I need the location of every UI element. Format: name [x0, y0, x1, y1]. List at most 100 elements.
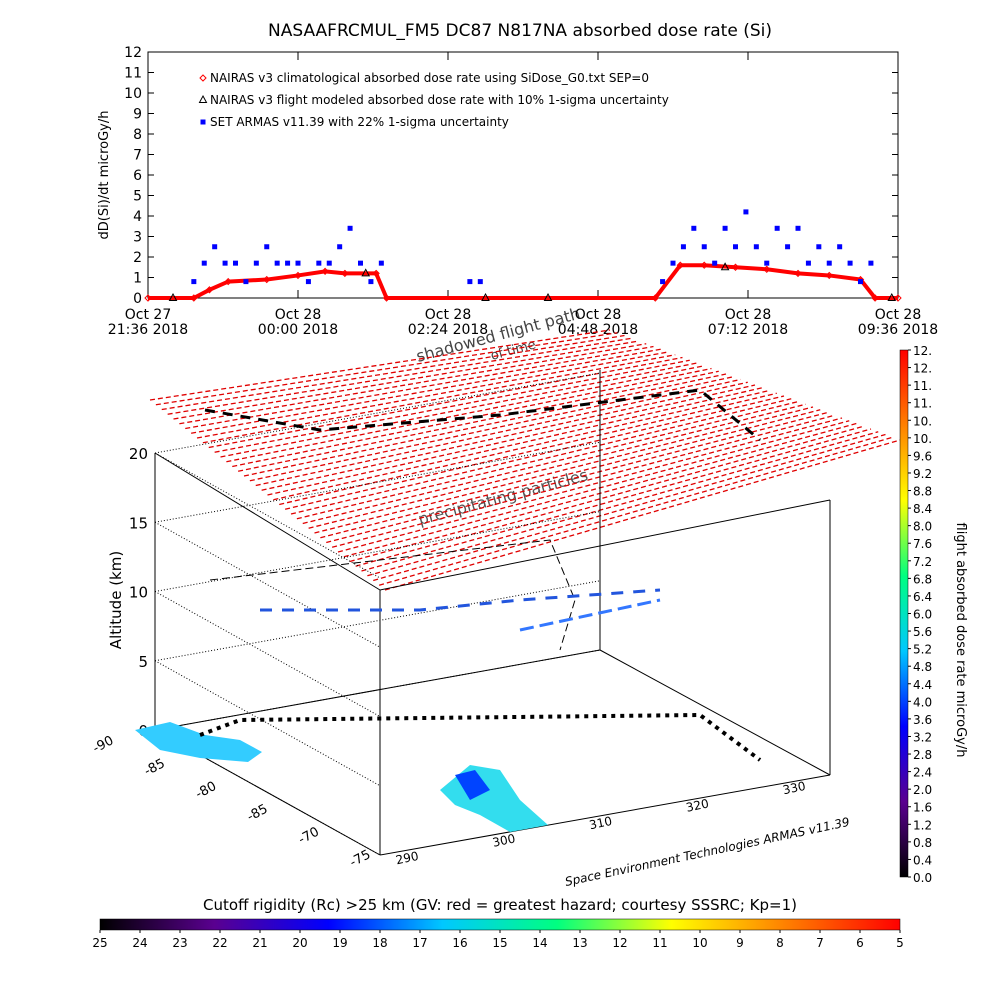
data-point — [887, 292, 897, 301]
particle-grid — [167, 337, 632, 415]
x-tick-label: Oct 28 — [575, 307, 621, 323]
colorbar-tick-label: 12 — [612, 936, 627, 950]
data-point — [753, 244, 759, 250]
colorbar-tick-label: 11. — [913, 379, 932, 393]
flight-track — [519, 598, 661, 632]
legend-label: NAIRAS v3 climatological absorbed dose r… — [210, 71, 649, 85]
legend-label: SET ARMAS v11.39 with 22% 1-sigma uncert… — [210, 115, 509, 129]
colorbar-tick-label: 17 — [412, 936, 427, 950]
colorbar-tick-label: 3.6 — [913, 713, 932, 727]
land — [135, 722, 262, 762]
colorbar-tick-label: 0.0 — [913, 871, 932, 885]
data-point — [191, 279, 197, 285]
data-point — [222, 260, 228, 266]
x-tick-label: 02:24 2018 — [408, 322, 488, 338]
colorbar-title: Cutoff rigidity (Rc) >25 km (GV: red = g… — [203, 896, 797, 914]
colorbar-tick-label: 2.0 — [913, 783, 932, 797]
colorbar-tick-label: 8 — [776, 936, 784, 950]
colorbar-tick-label: 0.8 — [913, 836, 932, 850]
data-point — [372, 269, 380, 278]
colorbar-tick-label: 9 — [736, 936, 744, 950]
colorbar — [99, 918, 901, 931]
data-point — [243, 279, 249, 285]
particle-grid — [149, 329, 611, 401]
data-point — [305, 279, 311, 285]
data-point — [763, 265, 771, 274]
colorbar-tick-label: 7 — [816, 936, 824, 950]
x-tick-label: Oct 28 — [725, 307, 771, 323]
particle-grid — [237, 370, 719, 472]
data-point — [660, 279, 666, 285]
colorbar-tick-label: 3.2 — [913, 730, 932, 744]
colorbar-tick-label: 9.2 — [913, 467, 932, 481]
particle-grid — [378, 436, 893, 586]
data-point — [467, 279, 473, 285]
data-point — [361, 268, 371, 277]
colorbar-tick-label: 10. — [913, 414, 932, 428]
plot-frame — [147, 51, 899, 299]
lon-label: 300 — [491, 831, 516, 849]
z-tick-label: 15 — [129, 514, 148, 532]
particle-grid — [302, 400, 799, 525]
colorbar-tick-label: 12. — [913, 344, 932, 358]
y-tick-label: 12 — [124, 45, 142, 61]
data-point — [543, 292, 553, 301]
data-point — [894, 294, 902, 302]
data-point — [337, 244, 343, 250]
z-axis-title: Altitude (km) — [107, 551, 125, 649]
y-tick-label: 1 — [133, 271, 142, 287]
box-edge — [379, 499, 831, 591]
particle-grid — [373, 433, 886, 582]
x-tick-label: 21:36 2018 — [108, 322, 188, 338]
particle-grid — [384, 439, 901, 591]
box-edge — [379, 774, 831, 856]
colorbar-tick-label: 24 — [132, 936, 147, 950]
data-point — [144, 294, 152, 302]
data-point — [168, 292, 178, 301]
z-grid-line — [154, 580, 601, 662]
particle-grid — [343, 420, 850, 558]
colorbar-tick-label: 6.8 — [913, 572, 932, 586]
data-point — [477, 279, 483, 285]
y-tick-label: 5 — [133, 189, 142, 205]
particle-grid — [214, 359, 690, 453]
lat-label: -90 — [90, 733, 116, 756]
data-point — [816, 244, 822, 250]
colorbar-tick-label: 8.8 — [913, 485, 932, 499]
z-grid-line — [154, 591, 381, 717]
box-edge — [599, 649, 831, 776]
lat-label: -70 — [296, 825, 322, 848]
particle-grid — [261, 381, 748, 491]
colorbar-tick-label: 9.6 — [913, 449, 932, 463]
data-point — [274, 260, 280, 266]
data-point — [868, 260, 874, 266]
z-tick-label: 5 — [138, 653, 148, 671]
z-grid-line — [154, 452, 381, 579]
lon-label: 330 — [782, 779, 807, 797]
land — [455, 770, 490, 800]
particle-grid — [161, 334, 625, 411]
colorbar-tick-label: 4.4 — [913, 678, 932, 692]
data-point — [347, 225, 353, 231]
colorbar-tick-label: 1.2 — [913, 818, 932, 832]
particle-grid — [243, 373, 727, 477]
colorbar — [899, 349, 909, 878]
data-point — [691, 225, 697, 231]
colorbar-tick-label: 8.0 — [913, 520, 932, 534]
data-point — [670, 260, 676, 266]
legend-marker — [200, 119, 206, 125]
colorbar-tick-label: 20 — [292, 936, 307, 950]
data-point — [651, 294, 659, 302]
data-point — [764, 260, 770, 266]
data-point — [294, 271, 302, 280]
y-tick-label: 3 — [133, 230, 142, 246]
particle-grid — [202, 354, 676, 444]
lon-label: 320 — [685, 796, 710, 814]
data-point — [826, 260, 832, 266]
particle-grid — [179, 343, 647, 425]
particle-grid — [326, 411, 828, 544]
data-point — [285, 260, 291, 266]
legend-marker — [199, 74, 207, 82]
colorbar-tick-label: 1.6 — [913, 801, 932, 815]
colorbar-tick-label: 10. — [913, 432, 932, 446]
